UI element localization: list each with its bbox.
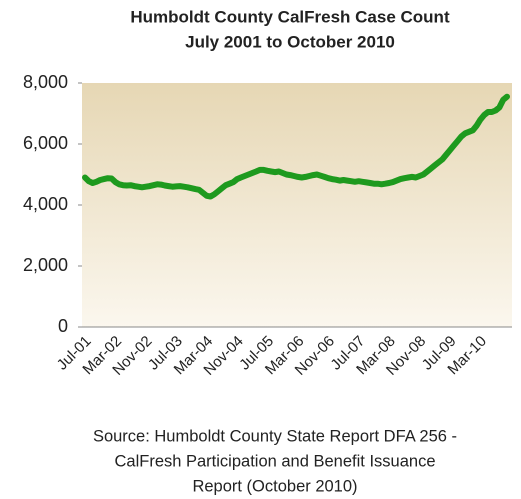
- plot-area: [82, 83, 512, 327]
- source-note: Report (October 2010): [192, 477, 357, 495]
- y-tick-label: 0: [58, 316, 68, 336]
- y-tick-label: 4,000: [23, 194, 68, 214]
- y-tick-label: 6,000: [23, 133, 68, 153]
- chart-title: Humboldt County CalFresh Case Count: [130, 7, 450, 26]
- y-tick-label: 8,000: [23, 72, 68, 92]
- y-tick-label: 2,000: [23, 255, 68, 275]
- series-line: [82, 93, 510, 200]
- source-note: Source: Humboldt County State Report DFA…: [93, 427, 457, 445]
- chart-subtitle: July 2001 to October 2010: [185, 32, 395, 51]
- source-note: CalFresh Participation and Benefit Issua…: [114, 452, 435, 470]
